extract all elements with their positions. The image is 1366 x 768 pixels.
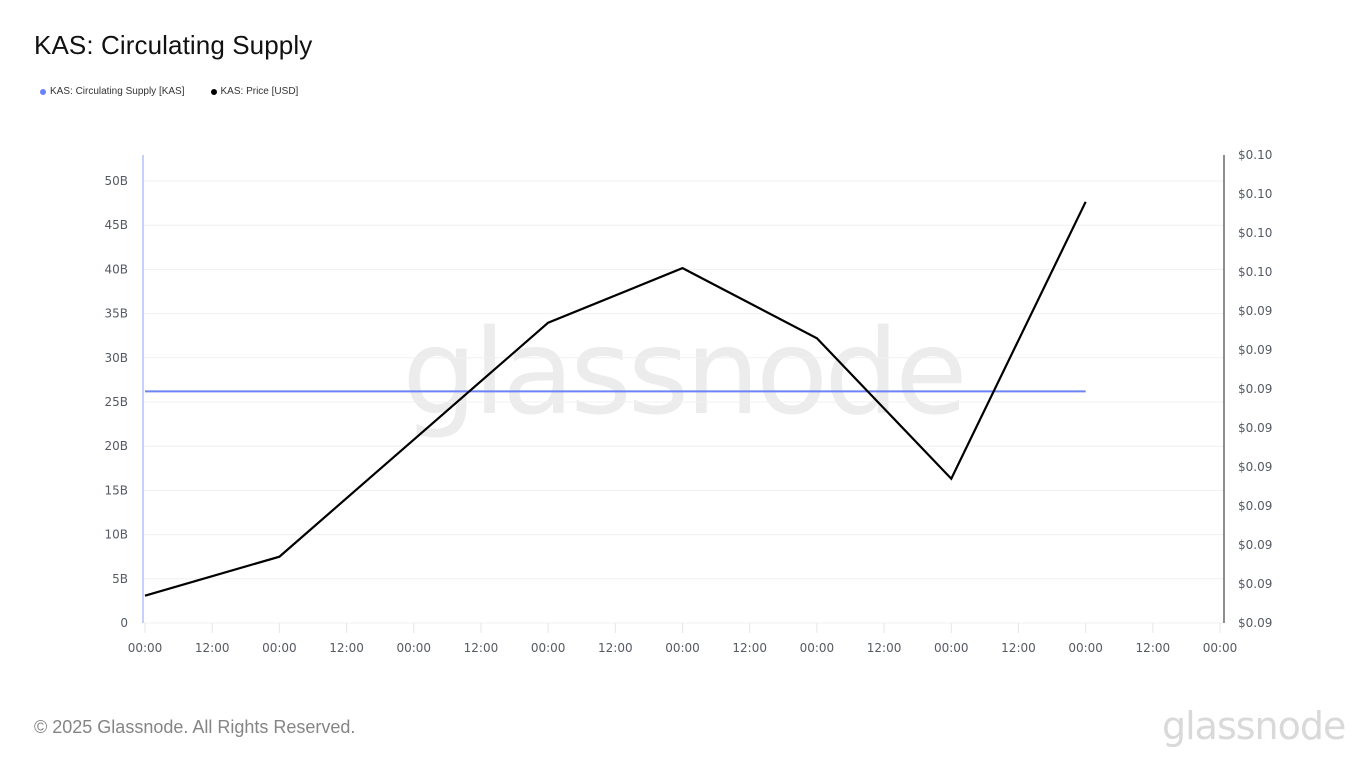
price-line[interactable]	[144, 201, 1087, 597]
y2-tick-label: $0.09	[1238, 421, 1272, 435]
watermark-text: glassnode	[402, 303, 963, 441]
x-tick-label: 00:00	[128, 641, 163, 655]
y-tick-label: 5B	[112, 572, 128, 586]
y-tick-label: 45B	[104, 218, 128, 232]
glassnode-logo: glassnode	[1162, 704, 1346, 748]
x-tick-label: 12:00	[1136, 641, 1171, 655]
x-tick-label: 00:00	[934, 641, 969, 655]
y2-tick-label: $0.10	[1238, 265, 1272, 279]
y-tick-label: 50B	[104, 174, 128, 188]
x-tick-label: 12:00	[867, 641, 902, 655]
y2-tick-label: $0.09	[1238, 538, 1272, 552]
y-tick-label: 20B	[104, 439, 128, 453]
legend-item-supply[interactable]: KAS: Circulating Supply [KAS]	[40, 86, 185, 97]
x-tick-label: 00:00	[531, 641, 566, 655]
y2-tick-label: $0.09	[1238, 616, 1272, 630]
series-lines	[144, 201, 1087, 597]
x-tick-label: 00:00	[396, 641, 431, 655]
y-tick-label: 25B	[104, 395, 128, 409]
copyright-text: © 2025 Glassnode. All Rights Reserved.	[34, 717, 356, 737]
x-tick-label: 00:00	[262, 641, 297, 655]
x-tick-label: 12:00	[598, 641, 633, 655]
grid-lines	[143, 180, 1224, 624]
x-tick-label: 00:00	[800, 641, 835, 655]
x-tick-label: 12:00	[1001, 641, 1036, 655]
y-tick-label: 30B	[104, 351, 128, 365]
y2-tick-label: $0.10	[1238, 226, 1272, 240]
watermark: glassnode	[402, 303, 967, 441]
y2-tick-label: $0.09	[1238, 499, 1272, 513]
legend-dot-icon	[210, 88, 217, 95]
axis-labels: 0 5B 10B 15B 20B 25B 30B 35B 40B 45B 50B $0.09 $0.09…	[104, 148, 1272, 655]
x-tick-label: 12:00	[464, 641, 499, 655]
y2-tick-label: $0.09	[1238, 577, 1272, 591]
y2-tick-label: $0.09	[1238, 343, 1272, 357]
x-tick-label: 12:00	[195, 641, 230, 655]
y2-tick-label: $0.09	[1238, 304, 1272, 318]
legend-label: KAS: Circulating Supply [KAS]	[50, 86, 185, 97]
x-tick-label: 00:00	[1068, 641, 1103, 655]
x-tick-label: 12:00	[732, 641, 767, 655]
y2-tick-label: $0.10	[1238, 187, 1272, 201]
y-tick-label: 35B	[104, 307, 128, 321]
legend-item-price[interactable]: KAS: Price [USD]	[210, 86, 299, 97]
x-tick-label: 00:00	[1203, 641, 1238, 655]
chart-legend: KAS: Circulating Supply [KAS] KAS: Price…	[40, 86, 298, 97]
y-tick-label: 40B	[104, 262, 128, 276]
x-tick-label: 12:00	[329, 641, 364, 655]
chart-title: KAS: Circulating Supply	[34, 30, 313, 60]
y2-tick-label: $0.09	[1238, 382, 1272, 396]
axes	[142, 155, 1225, 633]
y-tick-label: 15B	[104, 483, 128, 497]
legend-dot-icon	[40, 88, 46, 95]
legend-label: KAS: Price [USD]	[220, 86, 299, 97]
x-tick-label: 00:00	[665, 641, 700, 655]
y2-tick-label: $0.10	[1238, 148, 1272, 162]
y2-tick-label: $0.09	[1238, 460, 1272, 474]
y-tick-label: 10B	[104, 528, 128, 542]
y-tick-label: 0	[120, 616, 128, 630]
